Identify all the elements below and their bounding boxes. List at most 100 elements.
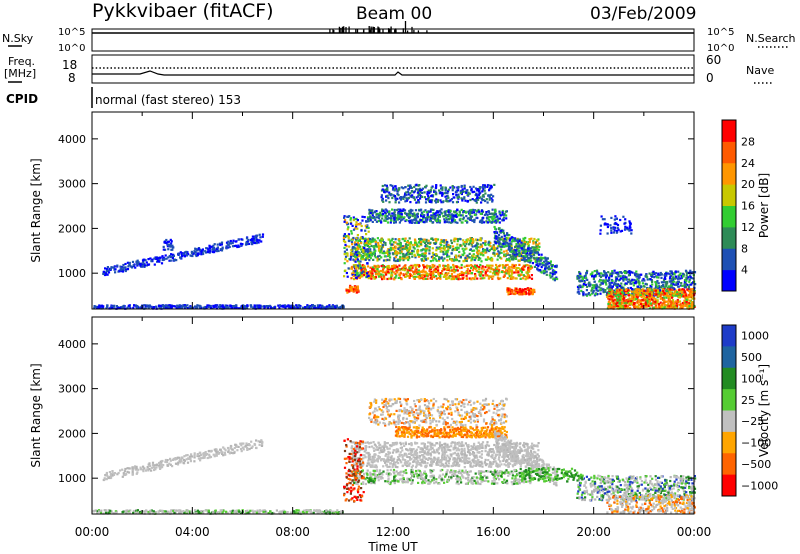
range-gate-cell <box>469 198 472 202</box>
range-gate-cell <box>359 264 362 267</box>
range-gate-cell <box>452 263 455 267</box>
range-gate-cell <box>656 292 659 295</box>
range-gate-cell <box>481 270 484 273</box>
range-gate-cell <box>511 272 514 275</box>
range-gate-cell <box>190 306 193 309</box>
range-gate-cell <box>671 288 674 291</box>
range-gate-cell <box>360 268 363 271</box>
range-gate-cell <box>540 253 543 256</box>
range-gate-cell <box>379 211 382 214</box>
range-gate-cell <box>195 306 198 309</box>
range-gate-cell <box>490 216 493 219</box>
range-gate-cell <box>496 239 499 242</box>
range-gate-cell <box>498 265 501 268</box>
range-gate-cell <box>665 289 668 292</box>
range-gate-cell <box>473 218 476 221</box>
range-gate-cell <box>514 292 517 295</box>
range-gate-cell <box>459 243 462 247</box>
range-gate-cell <box>368 217 372 220</box>
range-gate-cell <box>592 289 595 292</box>
range-gate-cell <box>435 184 438 187</box>
range-gate-cell <box>367 274 370 278</box>
range-gate-cell <box>367 226 370 229</box>
range-gate-cell <box>363 216 366 219</box>
range-gate-cell <box>394 221 397 224</box>
range-gate-cell <box>504 271 507 274</box>
range-gate-cell <box>317 306 320 309</box>
range-gate-cell <box>369 276 372 279</box>
range-gate-cell <box>656 299 659 302</box>
range-gate-cell <box>414 217 417 220</box>
range-gate-cell <box>512 238 515 241</box>
range-gate-cell <box>556 277 559 281</box>
range-gate-cell <box>466 200 469 203</box>
range-gate-cell <box>616 271 619 274</box>
range-gate-cell <box>579 279 582 282</box>
range-gate-cell <box>439 241 442 244</box>
range-gate-cell <box>121 269 124 272</box>
range-gate-cell <box>349 218 352 221</box>
range-gate-cell <box>406 274 409 278</box>
range-gate-cell <box>428 265 431 268</box>
range-gate-cell <box>623 302 626 305</box>
range-gate-cell <box>354 255 357 258</box>
range-gate-cell <box>105 269 108 273</box>
range-gate-cell <box>381 198 384 201</box>
range-gate-cell <box>481 210 484 213</box>
range-gate-cell <box>488 189 491 192</box>
range-gate-cell <box>441 201 445 204</box>
range-gate-cell <box>470 187 473 190</box>
range-gate-cell <box>431 275 434 278</box>
range-gate-cell <box>619 288 622 291</box>
range-gate-cell <box>161 304 164 307</box>
range-gate-cell <box>147 263 150 266</box>
range-gate-cell <box>479 253 482 256</box>
range-gate-cell <box>518 289 521 292</box>
range-gate-cell <box>225 247 228 250</box>
range-gate-cell <box>444 195 447 198</box>
range-gate-cell <box>477 256 481 259</box>
range-gate-cell <box>438 258 441 261</box>
range-gate-cell <box>403 269 406 272</box>
range-gate-cell <box>365 257 368 260</box>
range-gate-cell <box>422 210 425 213</box>
range-gate-cell <box>353 278 356 281</box>
range-gate-cell <box>208 244 211 247</box>
range-gate-cell <box>212 244 215 247</box>
range-gate-cell <box>644 282 647 285</box>
range-gate-cell <box>503 253 506 256</box>
range-gate-cell <box>521 268 525 271</box>
range-gate-cell <box>507 272 510 275</box>
range-gate-cell <box>493 211 496 214</box>
range-gate-cell <box>475 254 478 258</box>
range-gate-cell <box>628 300 631 303</box>
range-gate-cell <box>491 217 494 220</box>
range-gate-cell <box>377 244 380 247</box>
range-gate-cell <box>392 241 395 244</box>
range-gate-cell <box>487 241 490 244</box>
range-gate-cell <box>334 305 337 308</box>
range-gate-cell <box>445 245 449 248</box>
range-gate-cell <box>532 240 535 243</box>
range-gate-cell <box>478 189 481 192</box>
range-gate-cell <box>417 195 420 198</box>
range-gate-cell <box>668 297 671 300</box>
range-gate-cell <box>663 274 666 277</box>
range-gate-cell <box>528 248 531 251</box>
range-gate-cell <box>521 244 524 248</box>
range-gate-cell <box>434 275 438 278</box>
range-gate-cell <box>258 239 261 242</box>
range-gate-cell <box>404 200 407 203</box>
range-gate-cell <box>540 256 543 259</box>
range-gate-cell <box>106 266 109 269</box>
range-gate-cell <box>407 193 410 196</box>
range-gate-cell <box>384 208 387 211</box>
range-gate-cell <box>529 247 532 250</box>
range-gate-cell <box>529 292 532 295</box>
range-gate-cell <box>173 305 177 308</box>
range-gate-cell <box>537 238 540 241</box>
range-gate-cell <box>437 211 440 214</box>
range-gate-cell <box>443 218 446 221</box>
range-gate-cell <box>367 230 370 233</box>
range-gate-cell <box>522 237 525 240</box>
